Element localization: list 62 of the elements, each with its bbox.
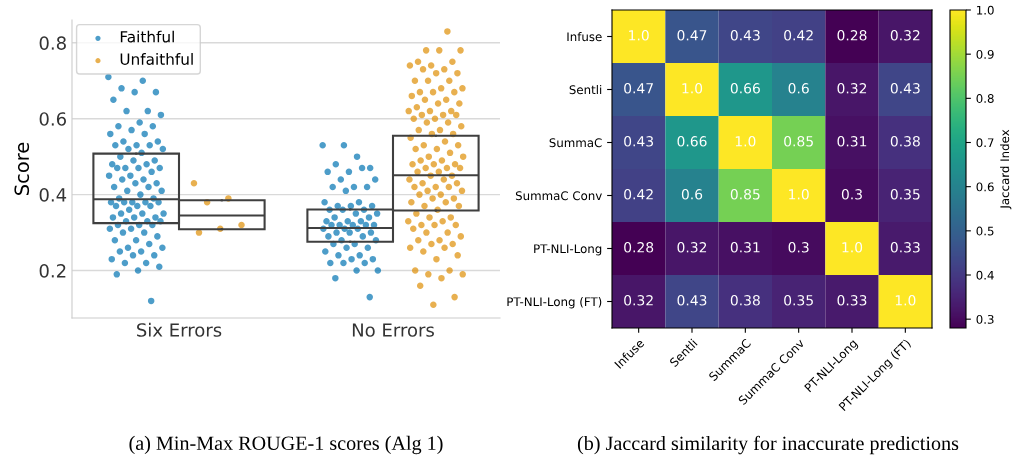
data-label: 0.3 [841,189,862,200]
data-label: 1.0 [842,242,863,253]
y-tick-label: PT-NLI-Long (FT) [507,297,602,309]
x-tick-label: Six Errors [137,322,222,337]
color-bar-label: 0.5 [976,226,994,236]
legend-label: Faithful [120,30,174,43]
color-bar-label: 0.8 [976,94,994,103]
data-label: 0.35 [784,295,813,306]
data-label: 0.43 [624,136,654,147]
y-tick-label: PT-NLI-Long [534,244,602,256]
text: (b) Jaccard similarity for inaccurate predictions [577,435,959,455]
color-bar-label: 1.0 [977,5,994,15]
y-tick-label: 0.2 [39,264,66,278]
data-label: 0.85 [784,136,813,147]
data-label: 1.0 [629,30,649,41]
color-bar-label: 0.4 [976,270,994,280]
color-bar-label: 0.3 [976,314,994,324]
data-label: 0.3 [788,242,809,253]
data-label: 0.66 [677,136,707,147]
data-label: 0.33 [837,295,867,306]
y-tick-label: Infuse [567,32,602,42]
data-label: 0.42 [784,30,813,41]
y-tick-label: 0.6 [39,112,66,126]
color-bar-title: Jaccard Index [1000,129,1012,210]
data-label: 0.33 [890,242,920,253]
color-bar-label: 0.7 [976,138,994,148]
data-label: 0.47 [624,83,653,94]
data-label: 0.43 [730,30,760,41]
color-bar-label: 0.6 [976,182,994,192]
data-label: 1.0 [735,136,756,147]
data-label: 1.0 [789,189,809,200]
data-label: 0.31 [837,136,867,147]
data-label: 0.38 [890,136,920,147]
data-label: 0.32 [890,30,920,41]
data-label: 0.43 [677,295,707,306]
data-label: 1.0 [682,83,703,94]
x-tick-label: No Errors [352,323,434,337]
data-label: 0.85 [730,189,760,200]
y-tick-label: 0.8 [39,36,66,50]
legend-label: Unfaithful [120,53,193,65]
data-label: 0.47 [677,30,707,41]
data-label: 0.28 [624,242,654,253]
data-label: 0.32 [837,83,867,94]
data-label: 0.43 [890,83,920,94]
data-label: 1.0 [895,295,916,306]
y-tick-label: SummaC [549,138,602,148]
color-bar-label: 0.9 [976,49,994,59]
data-label: 0.6 [681,189,703,200]
text: (a) Min-Max ROUGE-1 scores (Alg 1) [129,435,443,455]
data-label: 0.32 [677,242,707,253]
y-tick-label: Sentli [569,85,602,95]
data-label: 0.35 [890,189,920,200]
y-axis-title: Score [14,142,30,195]
data-label: 0.66 [730,83,760,94]
data-label: 0.31 [730,242,760,253]
y-tick-label: 0.4 [39,188,67,202]
data-label: 0.42 [624,189,653,200]
data-label: 0.6 [788,83,809,94]
data-label: 0.28 [837,30,867,41]
data-label: 0.38 [730,295,760,306]
y-tick-label: SummaC Conv [515,191,602,201]
data-label: 0.32 [624,295,653,306]
